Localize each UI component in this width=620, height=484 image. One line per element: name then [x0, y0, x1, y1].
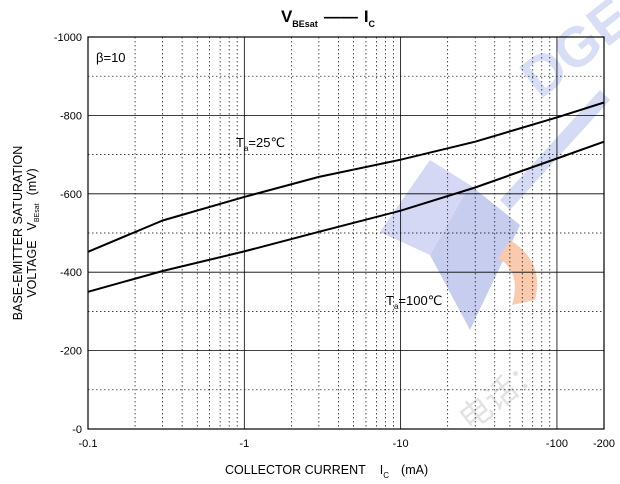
y-tick-label: -200 [60, 346, 82, 358]
y-axis-label-line1: BASE-EMITTER SATURATION [11, 146, 25, 321]
x-tick-label: -10 [393, 438, 409, 450]
series-line-ta100 [87, 140, 605, 293]
y-tick-label: -600 [60, 189, 82, 201]
annotation-beta: β=10 [96, 50, 126, 65]
plot-frame [87, 36, 605, 430]
x-tick-label: -0.1 [79, 438, 98, 450]
title-left: V [281, 7, 293, 26]
annotation-ta100: Ta=100℃ [386, 293, 442, 311]
watermark-logo: DGE 电话： [380, 0, 620, 438]
y-tick-labels: -0 -200 -400 -600 -800 -1000 [54, 32, 82, 436]
annotation-ta100-sub: a [394, 302, 399, 311]
watermark-text: DGE [509, 0, 620, 109]
annotation-ta100-prefix: T [386, 293, 394, 308]
y-axis-symbol-sub: BEsat [34, 203, 41, 222]
annotation-ta25-suffix: =25℃ [248, 135, 285, 150]
x-tick-label: -200 [593, 438, 615, 450]
series-line-ta25 [87, 101, 605, 253]
x-axis-label-text: COLLECTOR CURRENT [225, 463, 366, 477]
x-axis-symbol-sub: C [383, 471, 389, 480]
annotation-ta25-sub: a [244, 144, 249, 153]
y-axis-unit: (mV) [25, 168, 39, 195]
y-tick-label: -800 [60, 110, 82, 122]
title-right-sub: C [369, 19, 376, 29]
annotation-ta100-suffix: =100℃ [398, 293, 442, 308]
x-axis-unit: (mA) [401, 463, 428, 477]
x-tick-label: -100 [546, 438, 568, 450]
title-dash: —— [324, 7, 358, 26]
x-axis-label: COLLECTOR CURRENT IC (mA) [225, 463, 428, 480]
chart-title: VBEsat —— IC [281, 7, 376, 29]
watermark-text-2: 电话： [452, 350, 550, 437]
watermark-shape-left [380, 160, 470, 255]
annotation-ta25-prefix: T [236, 135, 244, 150]
y-axis-label: BASE-EMITTER SATURATION VOLTAGE VBEsat (mV… [11, 146, 41, 321]
y-axis-symbol: V [25, 221, 39, 230]
series-group [87, 101, 605, 293]
y-tick-label: -1000 [54, 32, 82, 44]
x-tick-label: -1 [239, 438, 249, 450]
y-tick-label: -0 [72, 424, 82, 436]
annotation-ta25: Ta=25℃ [236, 135, 285, 153]
y-tick-label: -400 [60, 267, 82, 279]
x-axis-symbol: I [380, 463, 383, 477]
y-axis-label-line2: VOLTAGE VBEsat (mV) [25, 168, 41, 297]
x-tick-labels: -0.1 -1 -10 -100 -200 [79, 438, 616, 450]
watermark-stroke [500, 90, 610, 210]
y-axis-label-voltage: VOLTAGE [25, 240, 39, 297]
title-left-sub: BEsat [292, 19, 318, 29]
title-right: I [364, 7, 369, 26]
